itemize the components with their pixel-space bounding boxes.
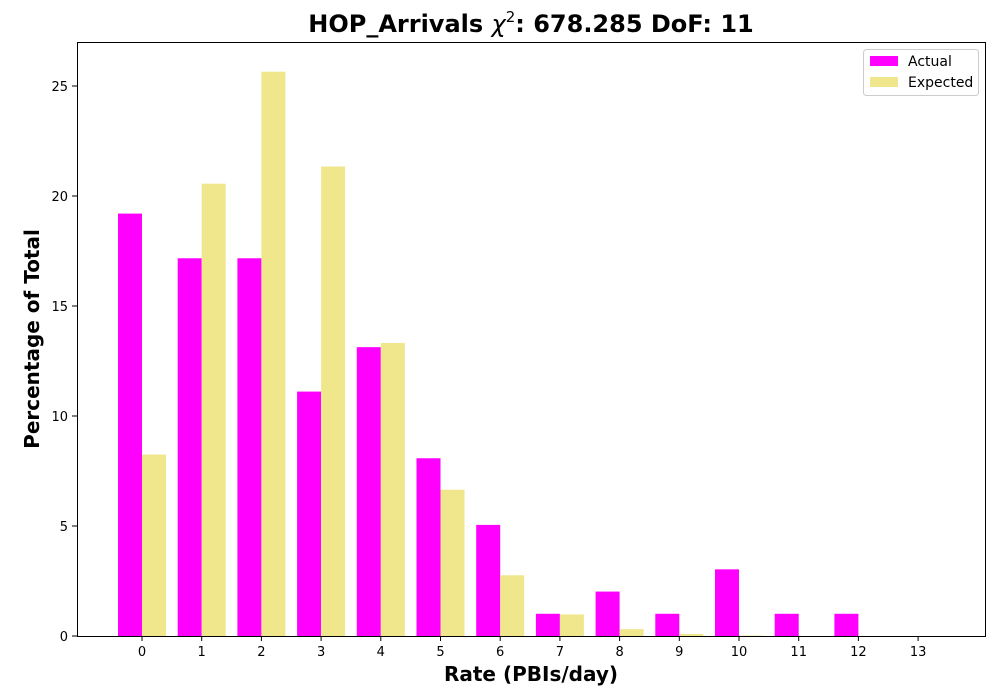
bar-actual-10 [715,569,739,636]
bar-actual-6 [476,524,501,636]
bar-expected-0 [142,454,166,636]
x-tick-label: 9 [675,645,683,660]
chart-title: HOP_Arrivals χ2: 678.285 DoF: 11 [308,8,753,38]
x-tick-label: 4 [377,645,385,660]
bar-expected-3 [321,166,346,636]
bar-expected-9 [679,634,704,636]
x-tick-label: 3 [317,645,325,660]
bar-actual-8 [595,591,620,636]
chart-title-chi: χ [490,10,507,38]
x-tick-label: 11 [790,645,807,660]
x-axis-label: Rate (PBIs/day) [444,662,618,686]
x-tick-label: 5 [436,645,444,660]
y-axis-label: Percentage of Total [20,229,44,449]
bar-actual-11 [774,613,799,636]
bar-actual-3 [297,391,322,636]
bar-actual-0 [118,213,142,636]
legend-label-actual: Actual [908,54,952,70]
x-axis: 0 1 2 3 4 5 6 7 8 9 10 11 12 13 [138,636,927,660]
x-tick-label: 13 [910,645,927,660]
bar-actual-2 [237,258,262,636]
y-axis: 0 5 10 15 20 25 [51,80,78,645]
plot-frame [77,42,986,637]
x-tick-label: 12 [850,645,867,660]
legend-label-expected: Expected [908,75,973,91]
legend: Actual Expected [863,49,979,96]
bar-expected-1 [201,183,226,636]
x-tick-label: 8 [615,645,623,660]
bar-expected-5 [440,489,465,636]
bar-actual-7 [535,613,560,636]
chart-title-prefix: HOP_Arrivals [308,10,491,38]
bar-actual-5 [416,458,441,636]
x-tick-label: 1 [198,645,206,660]
x-tick-label: 10 [731,645,748,660]
bar-expected-8 [619,629,644,636]
y-tick-label: 0 [60,630,68,645]
bar-actual-9 [655,613,680,636]
y-tick-label: 5 [60,520,68,535]
bar-expected-2 [261,71,286,636]
bar-expected-7 [559,614,584,636]
x-tick-label: 0 [138,645,146,660]
bar-actual-12 [834,613,859,636]
bar-actual-1 [177,258,202,636]
x-tick-label: 7 [556,645,564,660]
chart-title-suffix: : 678.285 DoF: 11 [515,10,753,38]
bar-expected-4 [380,342,405,636]
y-tick-label: 10 [51,410,68,425]
y-tick-label: 20 [51,190,68,205]
bar-actual-4 [356,347,381,636]
y-tick-label: 15 [51,300,68,315]
y-tick-label: 25 [51,80,68,95]
legend-swatch-actual [870,56,898,66]
chart-title-superscript: 2 [506,8,516,26]
bar-expected-6 [500,575,525,636]
x-tick-label: 2 [257,645,265,660]
x-tick-label: 6 [496,645,504,660]
legend-swatch-expected [870,77,898,87]
bars-group [118,71,859,636]
